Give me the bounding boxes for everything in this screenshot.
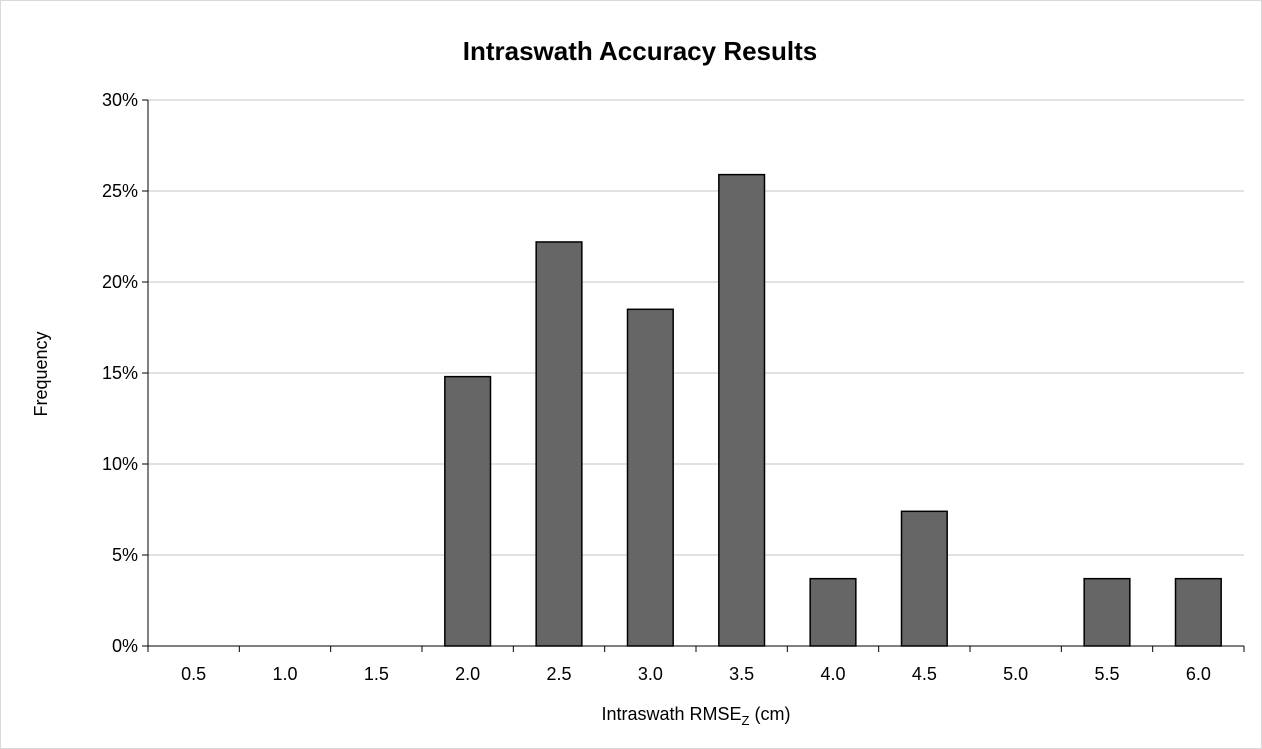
x-tick-label: 5.5 bbox=[1094, 664, 1119, 684]
y-tick-label: 30% bbox=[102, 90, 138, 110]
x-axis-label: Intraswath RMSEZ (cm) bbox=[602, 704, 791, 728]
chart-title: Intraswath Accuracy Results bbox=[463, 36, 818, 66]
x-axis-label-subscript: Z bbox=[742, 713, 750, 728]
bar-3.0 bbox=[626, 308, 674, 647]
bar-2.5 bbox=[535, 241, 583, 647]
x-tick-label: 1.0 bbox=[272, 664, 297, 684]
y-tick-label: 0% bbox=[112, 636, 138, 656]
x-axis-label-main: Intraswath RMSE bbox=[602, 704, 742, 724]
gridlines bbox=[148, 99, 1244, 556]
y-tick-label: 15% bbox=[102, 363, 138, 383]
y-tick-label: 5% bbox=[112, 545, 138, 565]
bar-4.5 bbox=[900, 510, 948, 647]
bar-5.5 bbox=[1083, 577, 1131, 647]
y-tick-labels: 0% 5% 10% 15% 20% 25% 30% bbox=[102, 90, 138, 656]
bar-3.5 bbox=[718, 173, 766, 647]
bar-6.0 bbox=[1174, 577, 1222, 647]
x-tick-label: 4.0 bbox=[820, 664, 845, 684]
axes bbox=[142, 99, 1245, 652]
bar-2.0 bbox=[444, 375, 492, 647]
y-tick-label: 10% bbox=[102, 454, 138, 474]
bars bbox=[444, 173, 1222, 647]
x-tick-label: 1.5 bbox=[364, 664, 389, 684]
x-tick-labels: 0.5 1.0 1.5 2.0 2.5 3.0 3.5 4.0 4.5 5.0 5.5 6.0 bbox=[181, 664, 1211, 684]
x-axis-label-suffix: (cm) bbox=[750, 704, 791, 724]
x-tick-label: 5.0 bbox=[1003, 664, 1028, 684]
y-axis-label: Frequency bbox=[31, 331, 51, 416]
x-tick-label: 0.5 bbox=[181, 664, 206, 684]
x-tick-label: 6.0 bbox=[1186, 664, 1211, 684]
x-tick-label: 2.5 bbox=[546, 664, 571, 684]
bar-4.0 bbox=[809, 577, 857, 647]
y-tick-label: 25% bbox=[102, 181, 138, 201]
y-tick-label: 20% bbox=[102, 272, 138, 292]
x-tick-label: 3.0 bbox=[638, 664, 663, 684]
x-tick-label: 2.0 bbox=[455, 664, 480, 684]
x-tick-label: 4.5 bbox=[912, 664, 937, 684]
x-tick-label: 3.5 bbox=[729, 664, 754, 684]
